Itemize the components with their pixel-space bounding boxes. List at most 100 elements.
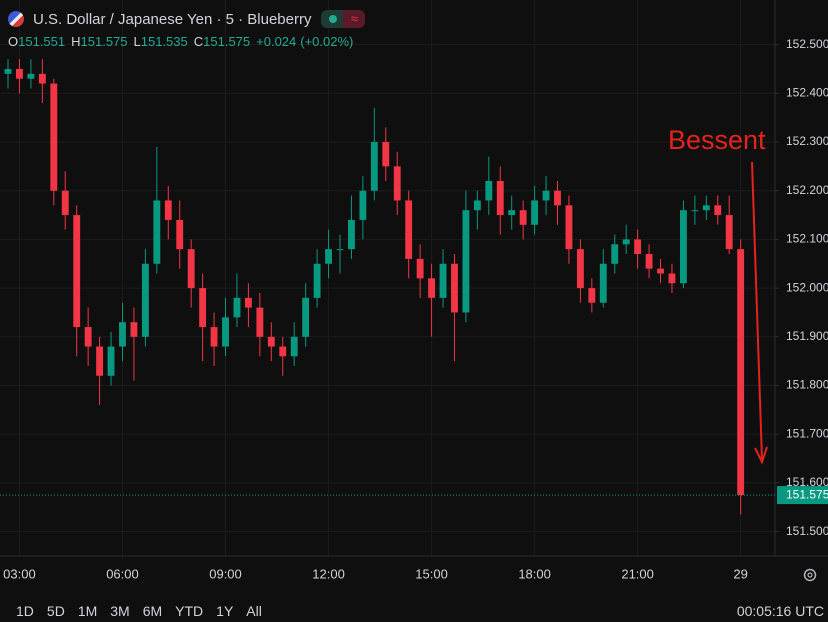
chart-title: U.S. Dollar / Japanese Yen · 5 · Blueber…: [33, 10, 312, 28]
candle-body: [393, 166, 401, 201]
candle-body: [565, 205, 573, 250]
candle-body: [691, 210, 699, 212]
candle-body: [119, 322, 126, 347]
x-tick-label: 06:00: [106, 566, 139, 581]
candle-body: [199, 288, 207, 328]
candle-body: [325, 249, 332, 264]
candle-body: [531, 200, 539, 225]
range-button[interactable]: 1M: [77, 603, 98, 619]
candle-body: [645, 254, 653, 269]
candle-body: [382, 142, 390, 167]
candle-body: [714, 205, 722, 216]
candle-body: [84, 327, 92, 347]
y-tick-label: 151.900: [786, 329, 828, 343]
ohlc-value: 151.575: [203, 34, 251, 49]
candle-body: [622, 239, 630, 245]
candle-body: [416, 258, 424, 279]
candle-body: [462, 210, 470, 313]
candle-body: [187, 249, 195, 289]
candle-body: [222, 317, 229, 347]
candle-body: [702, 205, 710, 211]
candle-body: [473, 200, 481, 211]
range-button[interactable]: 1D: [16, 603, 34, 619]
y-tick-label: 152.200: [786, 183, 828, 197]
candle-body: [4, 68, 12, 74]
candles: [4, 59, 745, 515]
y-tick-label: 152.000: [786, 280, 828, 294]
candle-body: [599, 263, 607, 303]
x-tick-label: 15:00: [415, 566, 448, 581]
candle-body: [439, 263, 447, 298]
candle-body: [576, 249, 584, 289]
title-row: U.S. Dollar / Japanese Yen · 5 · Blueber…: [8, 6, 366, 32]
candle-body: [73, 215, 81, 328]
candle-body: [302, 297, 310, 337]
ohlc-legend: O151.551 H151.575 L151.535 C151.575 +0.024 (+…: [8, 34, 365, 49]
settings-icon[interactable]: [803, 568, 817, 582]
range-button[interactable]: YTD: [175, 603, 204, 619]
ohlc-key: H: [71, 34, 81, 49]
candle-body: [668, 273, 676, 284]
candle-body: [336, 249, 344, 251]
last-price-label: 151.575: [786, 487, 828, 501]
y-tick-label: 151.800: [786, 378, 828, 392]
x-tick-label: 09:00: [209, 566, 242, 581]
candle-body: [611, 244, 619, 264]
y-tick-label: 151.700: [786, 426, 828, 440]
candle-body: [542, 190, 550, 201]
change-percent: (+0.02%): [300, 34, 354, 49]
y-tick-label: 152.500: [786, 37, 828, 51]
candle-body: [359, 190, 367, 220]
y-tick-label: 152.400: [786, 85, 828, 99]
candle-body: [27, 73, 35, 79]
x-tick-label: 29: [733, 566, 747, 581]
candle-body: [210, 327, 218, 347]
candle-body: [153, 200, 161, 264]
x-tick-label: 03:00: [3, 566, 36, 581]
range-button[interactable]: 1Y: [216, 603, 234, 619]
ohlc-value: 151.575: [80, 34, 128, 49]
flag-icon: [8, 11, 24, 27]
header: U.S. Dollar / Japanese Yen · 5 · Blueber…: [8, 6, 366, 49]
candle-body: [634, 239, 642, 255]
ohlc-value: 151.551: [18, 34, 66, 49]
candle-body: [107, 346, 115, 376]
candle-body: [679, 210, 687, 284]
candle-body: [256, 307, 264, 337]
data-status[interactable]: ≈: [343, 10, 366, 28]
x-tick-label: 18:00: [518, 566, 551, 581]
market-status[interactable]: [321, 10, 344, 28]
range-button[interactable]: 3M: [110, 603, 130, 619]
candle-body: [725, 215, 733, 250]
range-button[interactable]: All: [246, 603, 262, 619]
candle-body: [141, 263, 149, 337]
candle-body: [38, 73, 46, 84]
ohlc-value: 151.535: [140, 34, 188, 49]
candle-body: [405, 200, 413, 259]
candle-body: [96, 346, 104, 376]
x-tick-label: 21:00: [621, 566, 654, 581]
annotation-arrow: [751, 161, 763, 461]
candle-body: [290, 336, 298, 357]
change: +0.024: [256, 34, 297, 49]
candle-body: [244, 297, 252, 308]
status-buttons[interactable]: ≈: [321, 10, 366, 28]
range-button[interactable]: 6M: [142, 603, 163, 619]
candle-body: [508, 210, 516, 216]
range-button[interactable]: 5D: [46, 603, 65, 619]
annotation-text: Bessent: [668, 125, 766, 155]
candle-body: [61, 190, 69, 216]
candle-body: [428, 278, 436, 298]
ohlc-key: L: [133, 34, 141, 49]
candle-body: [554, 190, 561, 206]
ohlc-key: C: [193, 34, 204, 49]
candle-body: [279, 346, 287, 357]
candle-body: [130, 322, 138, 337]
candle-body: [370, 142, 378, 191]
last-price-tag: [777, 486, 828, 505]
ohlc-key: O: [8, 34, 19, 49]
y-tick-label: 151.600: [786, 475, 828, 489]
